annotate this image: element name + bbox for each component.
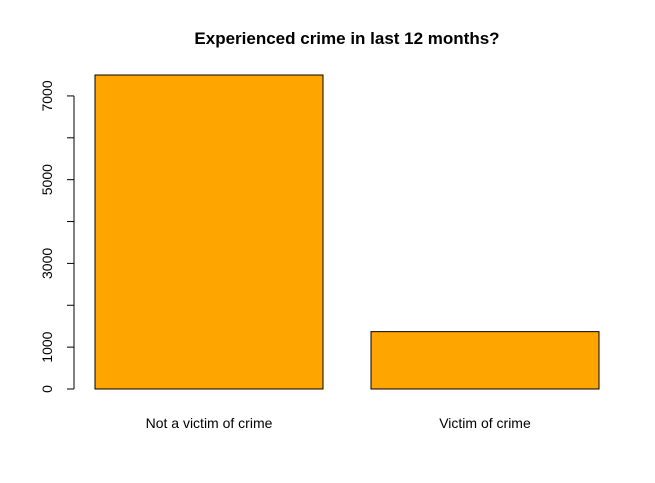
y-tick-label: 3000 — [39, 248, 55, 279]
y-tick-label: 0 — [39, 385, 55, 393]
bar-1 — [94, 74, 324, 390]
y-axis: 0 1000 3000 5000 7000 — [39, 80, 75, 393]
bars — [94, 74, 600, 390]
x-category-label: Victim of crime — [439, 415, 531, 431]
y-tick-label: 1000 — [39, 331, 55, 362]
y-tick-label: 5000 — [39, 164, 55, 195]
bar-2 — [370, 331, 600, 390]
x-category-label: Not a victim of crime — [146, 415, 273, 431]
y-tick-label: 7000 — [39, 80, 55, 111]
chart-title: Experienced crime in last 12 months? — [194, 29, 499, 48]
x-axis-labels: Not a victim of crime Victim of crime — [146, 415, 531, 431]
